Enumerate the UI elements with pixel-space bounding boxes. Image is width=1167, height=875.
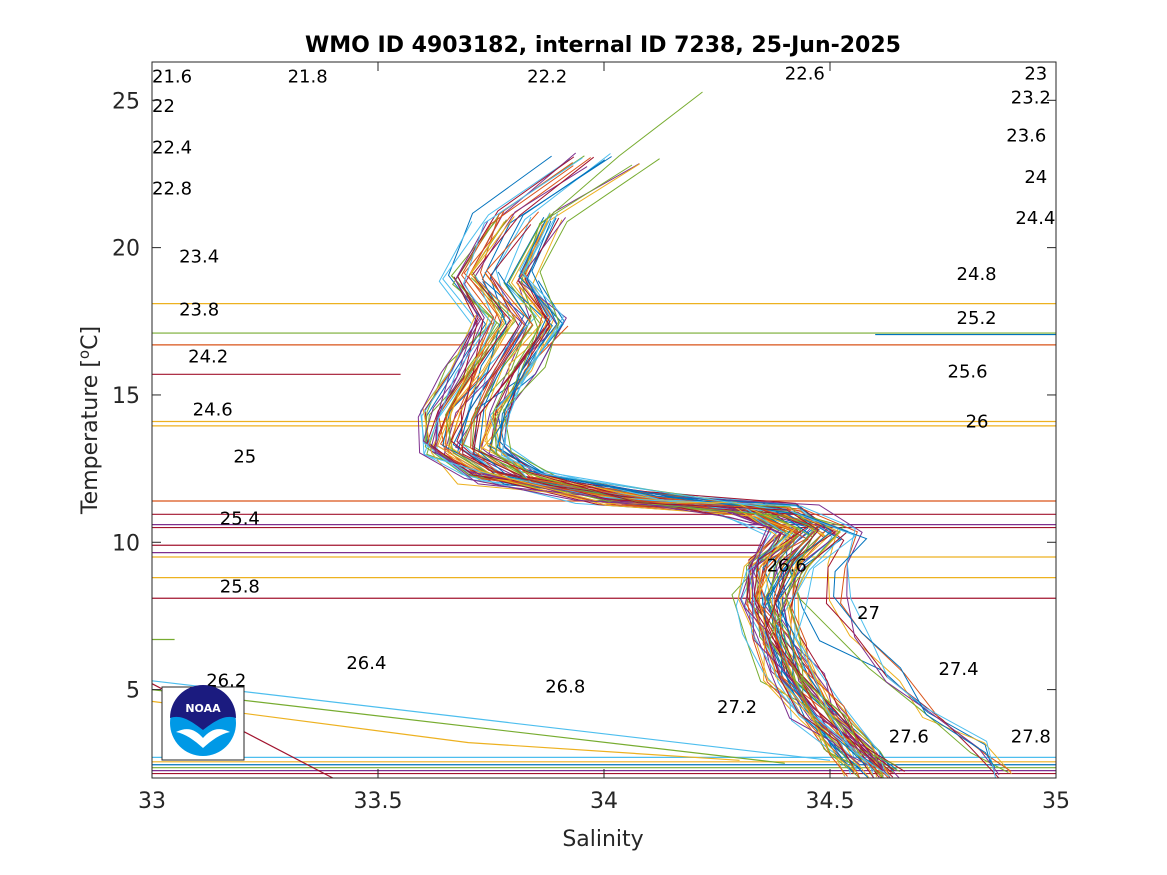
profile-trace (422, 220, 861, 766)
y-tick-label: 15 (112, 384, 140, 409)
profile-trace (503, 158, 897, 766)
isopycnal-label: 22.6 (785, 64, 825, 85)
isopycnal-label: 24.8 (957, 264, 997, 285)
profile-trace (472, 280, 854, 766)
isopycnal-label: 21.8 (288, 67, 328, 88)
isopycnal-label: 24.4 (1015, 208, 1055, 229)
isopycnal-label: 27.4 (938, 659, 978, 680)
isopycnal-label: 26.4 (346, 653, 386, 674)
isopycnal-label: 23.8 (179, 299, 219, 320)
noaa-logo: NOAA (161, 685, 245, 761)
isopycnal-label: 27.8 (1011, 727, 1051, 748)
profile-trace (152, 680, 831, 761)
profile-trace (489, 213, 996, 778)
profile-trace (434, 318, 883, 771)
axis-ticks: 33 33.5 34 34.5 35 5 10 15 20 25 (112, 62, 1070, 814)
isopycnal-label: 22.8 (152, 179, 192, 200)
isopycnal-label: 24 (1024, 167, 1047, 188)
y-tick-label: 25 (112, 89, 140, 114)
x-tick-label: 33.5 (354, 789, 403, 814)
chart-title: WMO ID 4903182, internal ID 7238, 25-Jun… (305, 33, 901, 58)
isopycnal-label: 22.4 (152, 137, 192, 158)
isopycnal-label: 22 (152, 96, 175, 117)
isopycnal-label: 26.6 (767, 556, 807, 577)
profile-trace (503, 217, 1000, 776)
profile-trace (488, 217, 867, 766)
y-tick-label: 20 (112, 237, 140, 262)
isopycnal-label: 23.6 (1006, 126, 1046, 147)
isopycnal-label: 22.2 (527, 67, 567, 88)
y-axis-label: Temperature [oC] (75, 326, 103, 515)
isopycnal-label: 25.8 (220, 576, 260, 597)
profile-trace (436, 276, 857, 771)
x-tick-label: 34 (590, 789, 618, 814)
isopycnal-label: 25.6 (948, 361, 988, 382)
isopycnal-label: 24.6 (193, 400, 233, 421)
isopycnal-label: 26 (966, 411, 989, 432)
isopycnal-label: 25.2 (957, 308, 997, 329)
profile-trace (436, 221, 859, 774)
profile-trace (500, 319, 890, 777)
profile-trace (470, 272, 848, 777)
isopycnal-label: 23.4 (179, 246, 219, 267)
profile-trace (422, 314, 861, 768)
isopycnal-label: 27.2 (717, 697, 757, 718)
isopycnal-label: 23 (1024, 64, 1047, 85)
x-tick-label: 35 (1042, 789, 1070, 814)
noaa-logo-text: NOAA (185, 702, 221, 715)
profile-trace (152, 700, 740, 761)
isopycnal-label: 23.2 (1011, 87, 1051, 108)
isopycnal-label: 27 (857, 603, 880, 624)
isopycnal-label: 25 (233, 447, 256, 468)
x-tick-label: 33 (138, 789, 166, 814)
isopycnal-label: 27.6 (889, 727, 929, 748)
x-tick-label: 34.5 (806, 789, 855, 814)
profile-traces (152, 91, 1056, 778)
isopycnal-label: 26.2 (206, 671, 246, 692)
isopycnal-label: 24.2 (188, 347, 228, 368)
y-tick-label: 10 (112, 531, 140, 556)
isopycnal-label: 21.6 (152, 67, 192, 88)
y-tick-label: 5 (126, 679, 140, 704)
isopycnal-label: 26.8 (545, 677, 585, 698)
profile-trace (498, 325, 1012, 772)
profile-trace (496, 220, 996, 768)
profile-trace (472, 324, 1000, 778)
profile-trace (152, 689, 785, 764)
profile-trace (417, 316, 891, 778)
isopycnal-label: 25.4 (220, 509, 260, 530)
profile-trace (458, 211, 861, 778)
x-axis-label: Salinity (562, 827, 643, 852)
